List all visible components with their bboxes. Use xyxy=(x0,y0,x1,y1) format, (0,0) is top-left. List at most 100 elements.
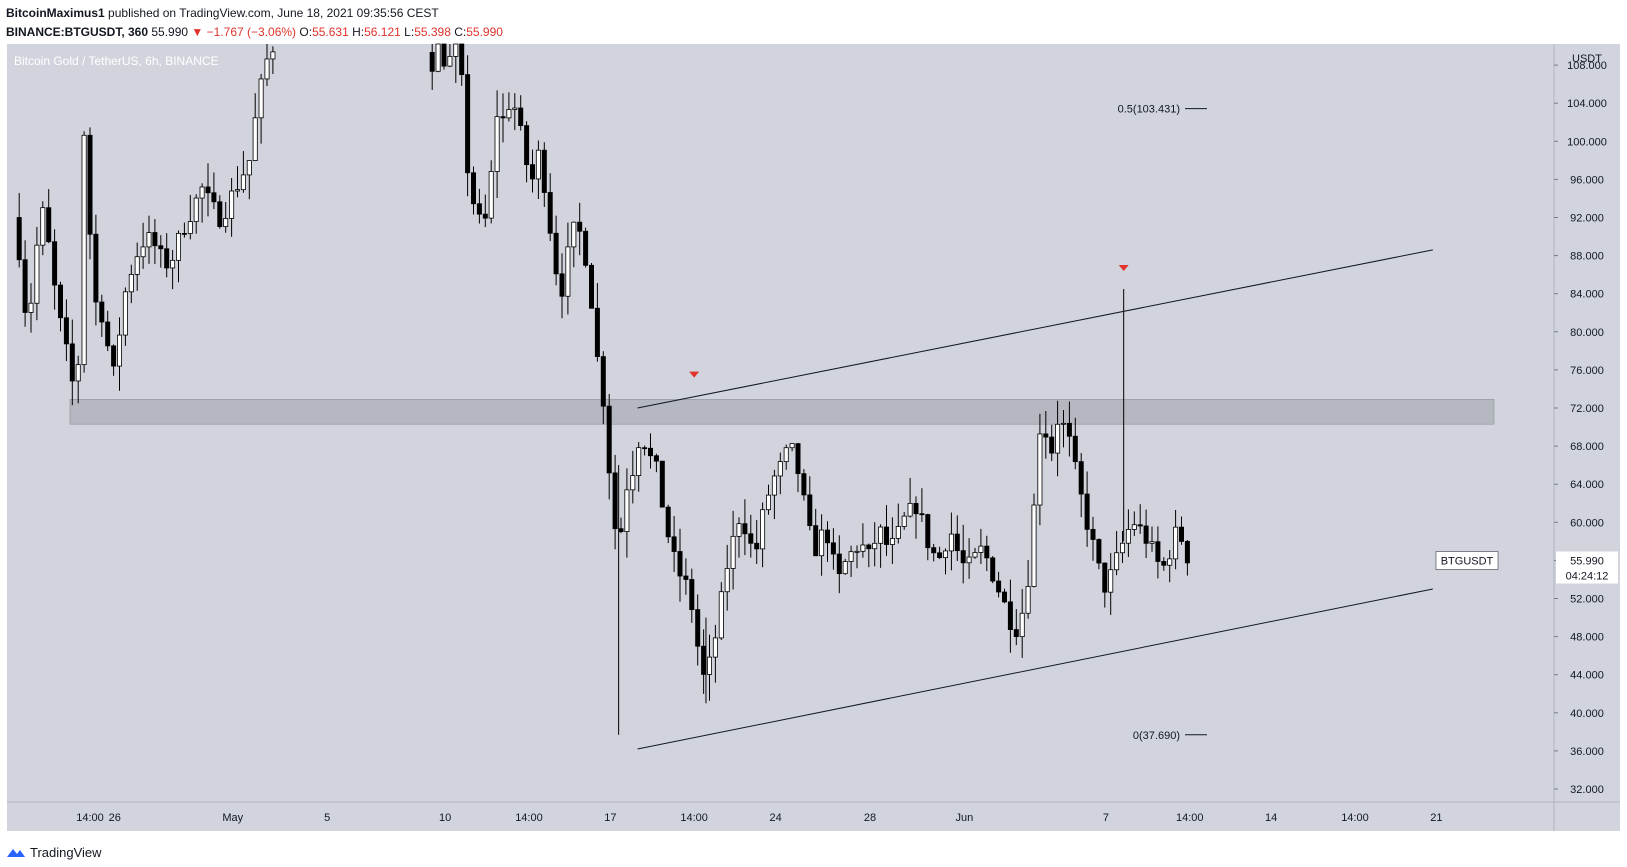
candle-body xyxy=(170,259,176,269)
candle-body xyxy=(16,217,22,261)
candle-body xyxy=(1137,524,1143,527)
candle-body xyxy=(760,509,766,550)
candle-body xyxy=(252,117,258,161)
price-axis-panel[interactable] xyxy=(1554,44,1620,831)
candle-body xyxy=(1179,526,1185,542)
candle-body xyxy=(636,447,642,477)
tradingview-logo-icon xyxy=(7,849,25,857)
candle-body xyxy=(1049,436,1055,454)
candle-body xyxy=(771,475,777,496)
candle-body xyxy=(535,149,541,180)
candle-body xyxy=(618,528,624,533)
price-tick-label: 80.000 xyxy=(1570,327,1604,339)
candle-body xyxy=(559,273,565,297)
candle-body xyxy=(701,645,707,675)
candle-body xyxy=(766,494,772,511)
sell-marker-icon xyxy=(1118,264,1129,271)
time-tick-label: 14:00 xyxy=(680,812,708,824)
candle-body xyxy=(435,43,441,72)
time-tick-label: 5 xyxy=(324,812,330,824)
candle-body xyxy=(134,256,140,275)
candle-body xyxy=(447,56,453,67)
candle-body xyxy=(948,533,954,552)
candle-body xyxy=(465,74,471,174)
high-label: H: xyxy=(352,25,365,39)
candle-body xyxy=(925,514,931,549)
candle-body xyxy=(270,51,276,60)
candle-body xyxy=(69,343,75,382)
price-change: −1.767 (−3.06%) xyxy=(206,25,297,39)
chart-header: BitcoinMaximus1 published on TradingView… xyxy=(6,4,1616,44)
candle-body xyxy=(158,245,164,250)
price-tick-label: 64.000 xyxy=(1570,479,1604,491)
candle-body xyxy=(878,526,884,544)
author-name[interactable]: BitcoinMaximus1 xyxy=(6,6,105,20)
candle-body xyxy=(1161,561,1167,566)
candle-body xyxy=(111,345,117,367)
plot-background xyxy=(7,44,1554,831)
candle-body xyxy=(895,526,901,539)
channel-lower-line xyxy=(637,588,1433,750)
candle-body xyxy=(718,591,724,639)
candle-body xyxy=(34,244,40,304)
candle-body xyxy=(93,233,99,303)
time-tick-label: 14:00 xyxy=(76,812,104,824)
candle-body xyxy=(600,356,606,407)
time-tick-label: 7 xyxy=(1103,812,1109,824)
price-tick-label: 48.000 xyxy=(1570,632,1604,644)
candle-body xyxy=(1090,528,1096,540)
candle-body xyxy=(211,192,217,203)
candle-body xyxy=(246,160,252,176)
candle-body xyxy=(470,172,476,205)
candle-body xyxy=(512,107,518,110)
candle-body xyxy=(907,502,913,517)
candle-body xyxy=(978,545,984,553)
candle-body xyxy=(577,221,583,232)
price-tick-label: 32.000 xyxy=(1570,784,1604,796)
candle-body xyxy=(972,552,978,558)
time-tick-label: 24 xyxy=(769,812,781,824)
candle-body xyxy=(707,656,713,675)
last-price: 55.990 xyxy=(151,25,189,39)
price-tick-label: 68.000 xyxy=(1570,441,1604,453)
candle-body xyxy=(1084,493,1090,530)
candle-body xyxy=(1072,435,1078,463)
candle-body xyxy=(429,52,435,72)
candle-body xyxy=(1078,461,1084,495)
price-tick-label: 104.000 xyxy=(1567,98,1607,110)
candle-body xyxy=(730,535,736,569)
candle-body xyxy=(264,58,270,80)
candle-body xyxy=(825,529,831,544)
symbol-tag xyxy=(1435,551,1499,570)
price-tick-label: 96.000 xyxy=(1570,174,1604,186)
price-tick-label: 76.000 xyxy=(1570,365,1604,377)
candle-body xyxy=(1184,540,1190,564)
down-arrow-icon: ▼ xyxy=(191,25,204,39)
candle-body xyxy=(1108,569,1114,593)
candle-body xyxy=(677,551,683,577)
candle-body xyxy=(494,116,500,172)
candle-body xyxy=(258,78,264,119)
candle-body xyxy=(476,203,482,215)
close-label: C: xyxy=(454,25,467,39)
candle-body xyxy=(937,552,943,559)
candle-body xyxy=(453,43,459,57)
price-tick-label: 72.000 xyxy=(1570,403,1604,415)
candle-body xyxy=(630,475,636,491)
candle-body xyxy=(459,43,465,76)
candle-body xyxy=(594,307,600,357)
candle-body xyxy=(742,523,748,535)
candle-body xyxy=(1149,541,1155,544)
candle-body xyxy=(783,447,789,462)
candle-body xyxy=(58,284,64,319)
candle-body xyxy=(966,556,972,564)
candle-body xyxy=(1173,526,1179,560)
candle-body xyxy=(1125,529,1131,544)
candle-body xyxy=(571,221,577,248)
candle-body xyxy=(1120,542,1126,554)
candle-body xyxy=(872,542,878,550)
candle-body xyxy=(848,551,854,562)
close-value: 55.990 xyxy=(466,25,503,39)
candle-body xyxy=(488,171,494,219)
